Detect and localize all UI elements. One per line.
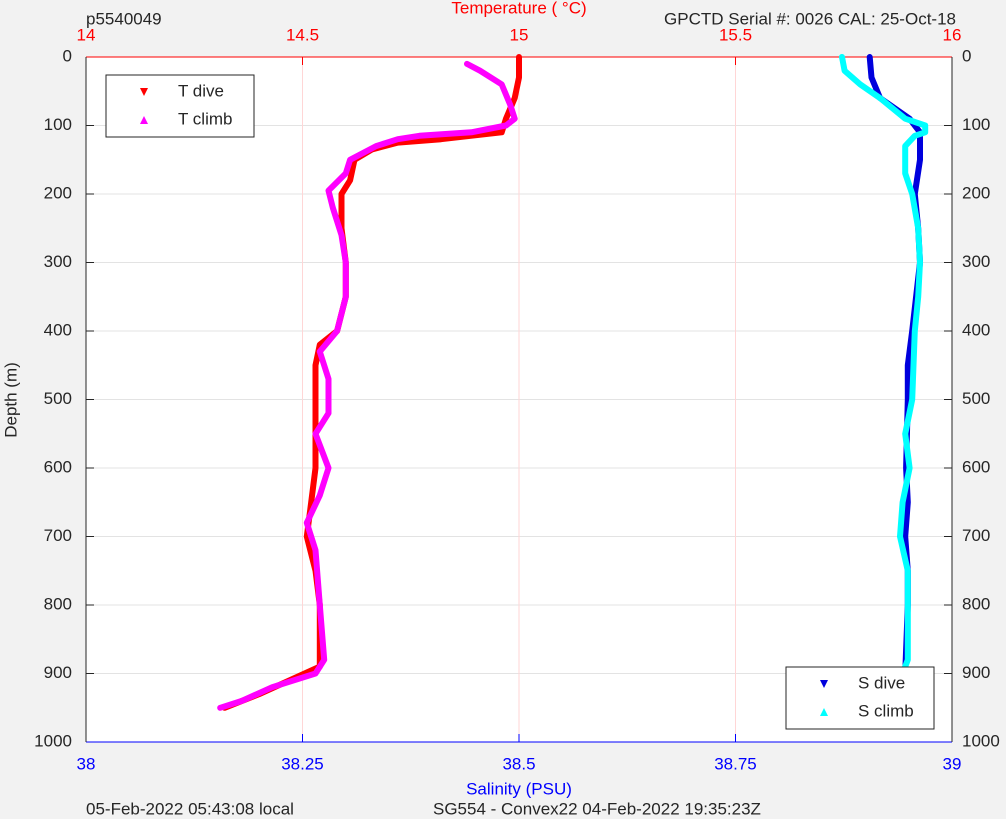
y-tick-label: 400: [962, 320, 990, 339]
y-tick-label: 500: [44, 389, 72, 408]
legend-marker: [140, 116, 148, 124]
y-label: Depth (m): [1, 362, 20, 438]
legend-box: [785, 666, 935, 730]
x-label: Salinity (PSU): [466, 779, 572, 798]
legend-label: T climb: [178, 109, 232, 128]
legend-marker: [140, 88, 148, 96]
x-tick-label: 38.5: [502, 754, 535, 773]
y-tick-label: 100: [962, 115, 990, 134]
profile-line: [839, 54, 929, 711]
profile-line: [217, 60, 518, 711]
x-tick-label: 38: [77, 754, 96, 773]
y-tick-label: 1000: [34, 731, 72, 750]
legend-label: S climb: [858, 701, 914, 720]
y-tick-label: 700: [44, 526, 72, 545]
y-tick-label: 100: [44, 115, 72, 134]
y-tick-label: 800: [44, 594, 72, 613]
x-tick-label: 38.75: [714, 754, 757, 773]
chart-title: p5540049: [86, 9, 162, 28]
x2-tick-label: 16: [943, 25, 962, 44]
y-tick-label: 900: [962, 663, 990, 682]
y-tick-label: 900: [44, 663, 72, 682]
x2-tick-label: 14.5: [286, 25, 319, 44]
y-tick-label: 400: [44, 320, 72, 339]
y-tick-label: 300: [44, 252, 72, 271]
y-tick-label: 1000: [962, 731, 1000, 750]
legend-marker: [820, 680, 828, 688]
y-tick-label: 200: [962, 183, 990, 202]
y-tick-label: 300: [962, 252, 990, 271]
footer-right: SG554 - Convex22 04-Feb-2022 19:35:23Z: [433, 799, 761, 818]
x2-tick-label: 14: [77, 25, 96, 44]
x-tick-label: 38.25: [281, 754, 324, 773]
y-tick-label: 600: [44, 457, 72, 476]
legend-marker: [820, 708, 828, 716]
x2-label: Temperature ( °C): [451, 0, 586, 17]
legend-label: S dive: [858, 673, 905, 692]
y-tick-label: 500: [962, 389, 990, 408]
footer-left: 05-Feb-2022 05:43:08 local: [86, 799, 294, 818]
y-tick-label: 600: [962, 457, 990, 476]
y-tick-label: 200: [44, 183, 72, 202]
x-tick-label: 39: [943, 754, 962, 773]
x2-tick-label: 15: [510, 25, 529, 44]
y-tick-label: 700: [962, 526, 990, 545]
legend-box: [105, 74, 255, 138]
y-tick-label: 800: [962, 594, 990, 613]
legend-label: T dive: [178, 81, 224, 100]
chart-subtitle: GPCTD Serial #: 0026 CAL: 25-Oct-18: [664, 9, 956, 28]
y-tick-label: 0: [63, 46, 72, 65]
y-tick-label: 0: [962, 46, 971, 65]
x2-tick-label: 15.5: [719, 25, 752, 44]
